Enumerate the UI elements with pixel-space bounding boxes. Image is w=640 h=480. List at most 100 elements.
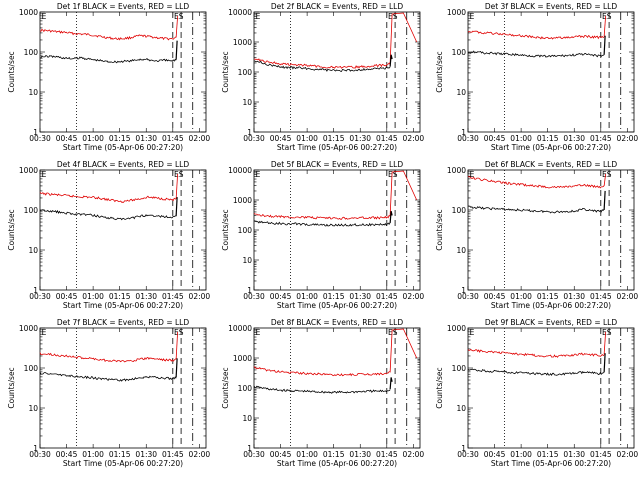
panel-title: Det 4f BLACK = Events, RED = LLD	[57, 160, 190, 169]
panel-title: Det 7f BLACK = Events, RED = LLD	[57, 318, 190, 327]
es-marker-label: ES	[388, 328, 398, 337]
y-tick-label: 100	[24, 48, 39, 57]
x-tick-label: 01:00	[296, 292, 318, 301]
flare-lld	[603, 331, 607, 355]
panel-title: Det 8f BLACK = Events, RED = LLD	[271, 318, 404, 327]
panel-title: Det 3f BLACK = Events, RED = LLD	[485, 2, 618, 11]
panel-3: Det 3f BLACK = Events, RED = LLD 1 10 100 10…	[435, 2, 638, 152]
y-tick-label: 10000	[228, 8, 252, 17]
x-tick-label: 01:15	[323, 292, 345, 301]
x-tick-label: 00:30	[457, 450, 479, 459]
panel-title: Det 5f BLACK = Events, RED = LLD	[271, 160, 404, 169]
x-tick-label: 02:00	[403, 134, 425, 143]
flare-events	[603, 35, 606, 55]
y-tick-label: 1000	[233, 354, 252, 363]
plot-frame	[39, 11, 207, 133]
flare-events	[175, 358, 178, 378]
flare-lld	[175, 331, 179, 360]
x-tick-label: 01:15	[537, 450, 559, 459]
x-tick-label: 00:30	[457, 134, 479, 143]
y-tick-label: 100	[24, 364, 39, 373]
y-axis-label: Counts/sec	[7, 51, 16, 92]
y-tick-label: 10000	[228, 324, 252, 333]
x-tick-label: 01:00	[296, 450, 318, 459]
plot-frame	[39, 169, 207, 291]
es-marker-label: ES	[174, 328, 184, 337]
x-tick-label: 01:45	[376, 134, 398, 143]
x-tick-label: 02:00	[617, 292, 639, 301]
y-tick-label: 10	[456, 88, 466, 97]
y-tick-label: 100	[238, 68, 253, 77]
x-tick-label: 01:30	[135, 134, 157, 143]
x-tick-label: 00:45	[56, 450, 78, 459]
y-tick-label: 1000	[447, 8, 466, 17]
y-tick-label: 1	[33, 444, 38, 453]
x-tick-label: 01:30	[135, 292, 157, 301]
x-tick-label: 00:30	[29, 450, 51, 459]
y-tick-label: 100	[452, 364, 467, 373]
y-tick-label: 1	[461, 128, 466, 137]
x-axis-label: Start Time (05-Apr-06 00:27:20)	[491, 301, 611, 310]
x-axis-label: Start Time (05-Apr-06 00:27:20)	[491, 459, 611, 468]
x-axis-label: Start Time (05-Apr-06 00:27:20)	[277, 301, 397, 310]
y-tick-label: 10	[456, 246, 466, 255]
y-tick-label: 100	[452, 206, 467, 215]
y-tick-label: 10	[242, 98, 252, 107]
series-events	[253, 220, 391, 227]
flare-lld	[389, 170, 418, 217]
x-tick-label: 00:45	[270, 134, 292, 143]
panel-title: Det 9f BLACK = Events, RED = LLD	[485, 318, 618, 327]
x-tick-label: 01:45	[376, 292, 398, 301]
flare-events	[389, 377, 393, 390]
es-marker-label: ES	[388, 170, 398, 179]
start-marker-label: E	[42, 170, 47, 179]
x-tick-label: 01:45	[590, 292, 612, 301]
x-tick-label: 01:15	[109, 292, 131, 301]
series-events	[467, 205, 605, 214]
y-tick-label: 10	[242, 414, 252, 423]
x-tick-label: 00:45	[484, 450, 506, 459]
series-events	[467, 368, 605, 376]
es-marker-label: ES	[602, 170, 612, 179]
series-events	[467, 50, 605, 58]
series-events	[253, 60, 391, 72]
y-tick-label: 1	[247, 128, 252, 137]
y-tick-label: 10	[242, 256, 252, 265]
y-tick-label: 10	[28, 246, 38, 255]
panel-5: Det 5f BLACK = Events, RED = LLD 1 10 100 10…	[221, 160, 424, 310]
x-axis-label: Start Time (05-Apr-06 00:27:20)	[277, 459, 397, 468]
flare-lld	[603, 173, 607, 186]
y-tick-label: 1000	[233, 38, 252, 47]
es-marker-label: ES	[174, 170, 184, 179]
x-tick-label: 01:15	[537, 292, 559, 301]
series-lld	[39, 352, 177, 363]
y-tick-label: 1000	[447, 166, 466, 175]
y-tick-label: 1000	[447, 324, 466, 333]
y-axis-label: Counts/sec	[7, 209, 16, 250]
panel-8: Det 8f BLACK = Events, RED = LLD 1 10 100 10…	[221, 318, 424, 468]
y-tick-label: 1000	[19, 324, 38, 333]
start-marker-label: E	[256, 328, 261, 337]
x-tick-label: 00:45	[484, 134, 506, 143]
y-axis-label: Counts/sec	[221, 51, 230, 92]
x-tick-label: 02:00	[189, 450, 211, 459]
x-tick-label: 02:00	[189, 134, 211, 143]
flare-lld	[389, 12, 418, 64]
start-marker-label: E	[470, 12, 475, 21]
y-tick-label: 100	[238, 226, 253, 235]
x-axis-label: Start Time (05-Apr-06 00:27:20)	[63, 143, 183, 152]
panel-6: Det 6f BLACK = Events, RED = LLD 1 10 100 10…	[435, 160, 638, 310]
x-tick-label: 01:45	[162, 134, 184, 143]
x-tick-label: 00:45	[270, 292, 292, 301]
y-tick-label: 1	[247, 444, 252, 453]
panel-9: Det 9f BLACK = Events, RED = LLD 1 10 100 10…	[435, 318, 638, 468]
y-tick-label: 100	[24, 206, 39, 215]
start-marker-label: E	[470, 170, 475, 179]
panel-1: Det 1f BLACK = Events, RED = LLD 1 10 100 10…	[7, 2, 210, 152]
x-tick-label: 01:30	[349, 134, 371, 143]
x-tick-label: 00:45	[270, 450, 292, 459]
series-lld	[467, 176, 605, 189]
flare-events	[389, 54, 393, 67]
flare-lld	[389, 328, 418, 373]
y-tick-label: 1	[461, 286, 466, 295]
